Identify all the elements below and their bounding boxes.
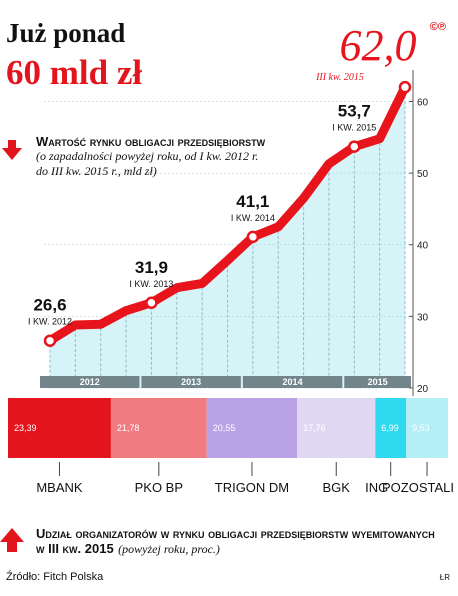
year-band	[40, 376, 140, 388]
subtitle: 60 mld zł	[6, 53, 142, 92]
period-label: III kw. 2015	[315, 72, 364, 83]
category-label: ING	[365, 480, 388, 495]
value-label: 23,39	[14, 423, 37, 433]
category-label: POZOSTALI	[382, 480, 454, 495]
bar-segment	[406, 398, 448, 458]
logo: ©℗	[430, 21, 446, 33]
credit: ŁR	[440, 573, 450, 582]
line	[45, 82, 410, 346]
value-label: 41,1	[236, 192, 269, 211]
value-label: 62,0	[340, 21, 417, 70]
period-label: I KW. 2014	[231, 213, 275, 223]
bar-segment	[206, 398, 298, 458]
year-label: 2015	[368, 377, 388, 387]
year-band	[242, 376, 343, 388]
source: Źródło: Fitch Polska	[6, 570, 104, 583]
point	[246, 230, 260, 244]
year-label: 2012	[80, 377, 100, 387]
y-tick-label: 20	[417, 384, 429, 395]
bar-subtitle: (powyżej roku, proc.)	[118, 542, 220, 556]
down-arrow-icon	[2, 140, 22, 160]
value-label: 21,78	[117, 423, 140, 433]
bar-title: Udział organizatorów w rynku obligacji p…	[36, 526, 435, 556]
y-tick-label: 60	[417, 97, 429, 108]
period-label: I KW. 2013	[129, 279, 173, 289]
category-label: PKO BP	[135, 480, 183, 495]
line-legend: Wartość rynku obligacji przedsiębiorstw …	[36, 134, 266, 179]
bar-segment	[375, 398, 407, 458]
period-label: I KW. 2012	[28, 317, 72, 327]
point	[398, 80, 412, 94]
bar-segment	[8, 398, 111, 458]
area	[50, 87, 405, 389]
bar-segment	[297, 398, 376, 458]
value-label: 9,53	[412, 423, 430, 433]
year-label: 2013	[181, 377, 201, 387]
value-label: 6,99	[381, 423, 399, 433]
y-tick-label: 40	[417, 241, 429, 252]
line-title: Wartość rynku obligacji przedsiębiorstw	[36, 134, 266, 149]
category-label: MBANK	[36, 480, 83, 495]
value-label: 26,6	[33, 296, 66, 315]
year-band	[141, 376, 241, 388]
point	[43, 334, 57, 347]
bar-segment	[110, 398, 207, 458]
point	[145, 296, 158, 310]
year-label: 2014	[283, 377, 303, 387]
bar-legend: Udział organizatorów w rynku obligacji p…	[36, 526, 446, 557]
up-arrow-icon	[0, 528, 24, 552]
value-label: 17,76	[303, 423, 326, 433]
value-label: 31,9	[135, 258, 168, 277]
value-label: 53,7	[338, 102, 371, 121]
line-subtitle: (o zapadalności powyżej roku, od I kw. 2…	[36, 149, 259, 178]
plot: 20 30 40 50 60 2012 2013 2014 2015 26,6 I KW. 2012…	[8, 21, 454, 495]
y-tick-label: 50	[417, 169, 429, 180]
y-tick-label: 30	[417, 312, 429, 323]
category-label: TRIGON DM	[215, 480, 289, 495]
category-label: BGK	[323, 480, 351, 495]
year-band	[344, 376, 411, 388]
point	[348, 140, 361, 153]
title: Już ponad	[6, 18, 125, 48]
period-label: I KW. 2015	[332, 123, 376, 133]
value-label: 20,55	[213, 423, 236, 433]
